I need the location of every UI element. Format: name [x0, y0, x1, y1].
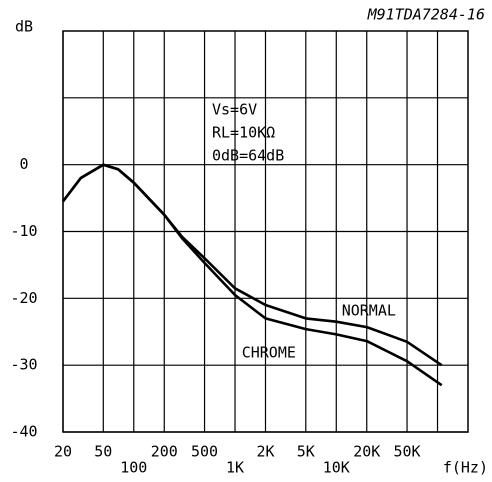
x-tick-label: 100	[120, 459, 147, 477]
x-tick-label: 5K	[297, 443, 315, 461]
series-label: CHROME	[242, 344, 296, 362]
x-tick-label: 500	[191, 443, 218, 461]
chart-title: M91TDA7284-16	[367, 6, 485, 24]
annotation: RL=10KΩ	[212, 124, 275, 142]
x-tick-label: 1K	[226, 459, 244, 477]
y-tick-label: 0	[19, 155, 28, 173]
x-tick-label: 2K	[256, 443, 274, 461]
x-tick-label: 50	[94, 443, 112, 461]
x-tick-label: 50K	[393, 443, 420, 461]
annotation: 0dB=64dB	[212, 147, 284, 165]
y-tick-label: -30	[10, 356, 37, 374]
x-axis-label: f(Hz)	[443, 459, 488, 477]
y-tick-label: -20	[10, 289, 37, 307]
x-tick-label: 200	[151, 443, 178, 461]
y-axis-label: dB	[15, 18, 33, 36]
x-tick-label: 20K	[353, 443, 380, 461]
series-line	[61, 163, 443, 387]
y-tick-label: -10	[10, 222, 37, 240]
y-tick-label: -40	[10, 423, 37, 441]
x-tick-label: 10K	[323, 459, 350, 477]
series-line	[61, 163, 443, 367]
x-tick-label: 20	[54, 443, 72, 461]
series-label: NORMAL	[342, 302, 396, 320]
